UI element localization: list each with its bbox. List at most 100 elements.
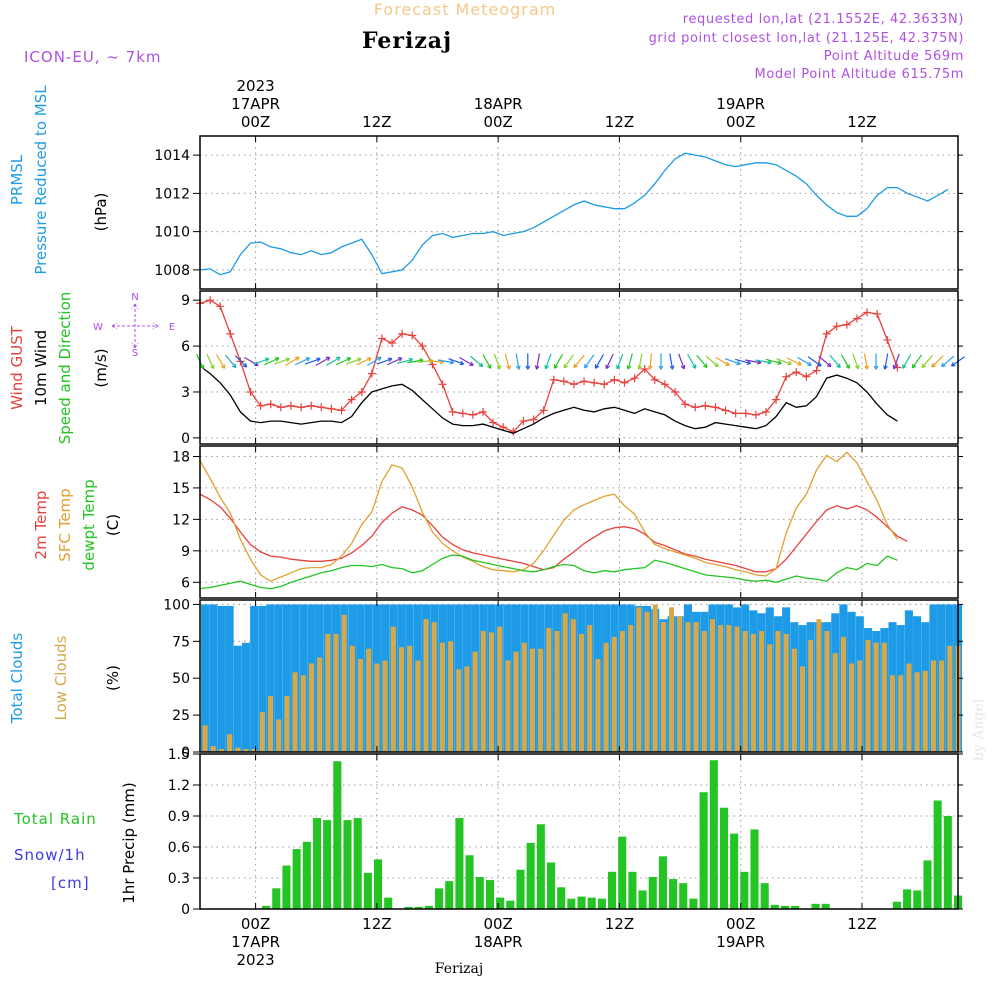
wind-arrow-head [854, 364, 860, 370]
wind-arrow [840, 354, 850, 369]
wind-arrow-head [346, 357, 352, 362]
bar-rain [903, 889, 912, 909]
wind-arrow [687, 354, 697, 369]
time-label-bottom: 00Z [483, 915, 512, 933]
ytick-label: 100 [163, 597, 190, 613]
gust-marker [873, 309, 882, 318]
footer-location: Ferizaj [435, 961, 483, 977]
gust-marker [327, 404, 336, 413]
gust-marker [448, 407, 457, 416]
wind-arrow-head [357, 357, 362, 363]
wind-arrow-head [864, 365, 870, 370]
bar-low [693, 622, 699, 752]
wind-arrow [807, 356, 822, 367]
bar-low [349, 645, 355, 752]
wind-arrow-head [506, 365, 511, 370]
bar-rain [455, 818, 464, 909]
ytick-label: 0.3 [168, 871, 190, 887]
bar-low [513, 651, 519, 752]
wind-arrow [366, 356, 382, 366]
wind-arrow [215, 354, 226, 369]
gust-marker [812, 366, 821, 375]
bar-rain [262, 905, 271, 909]
bar-low [709, 619, 716, 752]
bar-low [652, 604, 658, 752]
wind-arrow [315, 356, 331, 366]
bar-low [480, 630, 486, 752]
gust-marker [721, 406, 730, 415]
bar-low [669, 607, 675, 752]
panel-label: (C) [104, 514, 122, 536]
gust-marker [569, 380, 578, 389]
bar-rain [404, 906, 413, 909]
wind-arrow [459, 356, 474, 366]
bar-rain [373, 859, 383, 909]
bar-rain [740, 871, 749, 909]
bar-low [235, 747, 241, 752]
ytick-label: 12 [172, 512, 190, 528]
wind-arrow-head [496, 364, 501, 370]
gust-marker [256, 401, 265, 410]
wind-arrow-head [449, 359, 455, 365]
gust-marker [539, 406, 548, 415]
wind-arrow [396, 358, 413, 365]
series-sfc [199, 451, 898, 582]
gust-marker [549, 375, 558, 384]
bar-low [914, 672, 920, 752]
gust-marker [226, 329, 235, 338]
bar-low [505, 660, 511, 752]
wind-arrow-head [746, 360, 752, 365]
bar-rain [597, 898, 606, 909]
wind-arrow [863, 353, 868, 370]
panel-label: (m/s) [92, 348, 110, 387]
wind-arrow [911, 354, 923, 369]
bar-low [325, 633, 331, 752]
bar-rain [424, 905, 433, 909]
bar-low [939, 660, 945, 752]
wind-arrow-head [777, 360, 782, 365]
panel-label: Total Clouds [8, 633, 26, 725]
bar-rain [669, 879, 678, 909]
wind-arrow-head [295, 356, 300, 362]
bar-rain [628, 871, 637, 909]
panel-temperature [199, 451, 908, 590]
bar-low [276, 719, 282, 752]
wind-arrow-head [487, 364, 492, 369]
bar-low [202, 725, 208, 752]
bar-low [734, 626, 740, 752]
compass-n: N [131, 292, 138, 303]
wind-arrow [437, 359, 454, 364]
gust-marker [802, 372, 811, 381]
wind-arrow-head [305, 357, 311, 362]
wind-arrow [649, 353, 652, 370]
gust-marker [468, 410, 477, 419]
bar-low [521, 642, 527, 752]
gust-marker [620, 378, 629, 387]
bar-low [570, 619, 576, 752]
wind-arrow-head [787, 360, 792, 366]
bar-low [587, 625, 593, 752]
ytick-label: 1010 [154, 225, 190, 241]
gust-marker [590, 378, 599, 387]
bar-low [677, 616, 683, 752]
bar-rain [506, 900, 515, 909]
bar-rain [923, 860, 932, 909]
bar-rain [892, 901, 901, 909]
wind-arrow-head [797, 361, 802, 366]
wind-arrow-head [397, 357, 403, 362]
wind-arrow-head [316, 357, 321, 363]
wind-arrow-head [274, 357, 280, 362]
wind-arrow-head [845, 364, 850, 369]
bar-low [284, 695, 290, 752]
wind-arrow [225, 354, 237, 368]
wind-arrow-head [387, 357, 393, 363]
bar-low [464, 666, 470, 752]
gust-marker [681, 400, 690, 409]
wind-arrow [627, 353, 633, 370]
panel-frame [199, 445, 959, 599]
bar-low [718, 625, 724, 752]
time-label-bottom: 19APR [716, 933, 765, 951]
bar-low [660, 622, 666, 752]
bar-low [636, 607, 642, 752]
bar-low [456, 669, 462, 752]
